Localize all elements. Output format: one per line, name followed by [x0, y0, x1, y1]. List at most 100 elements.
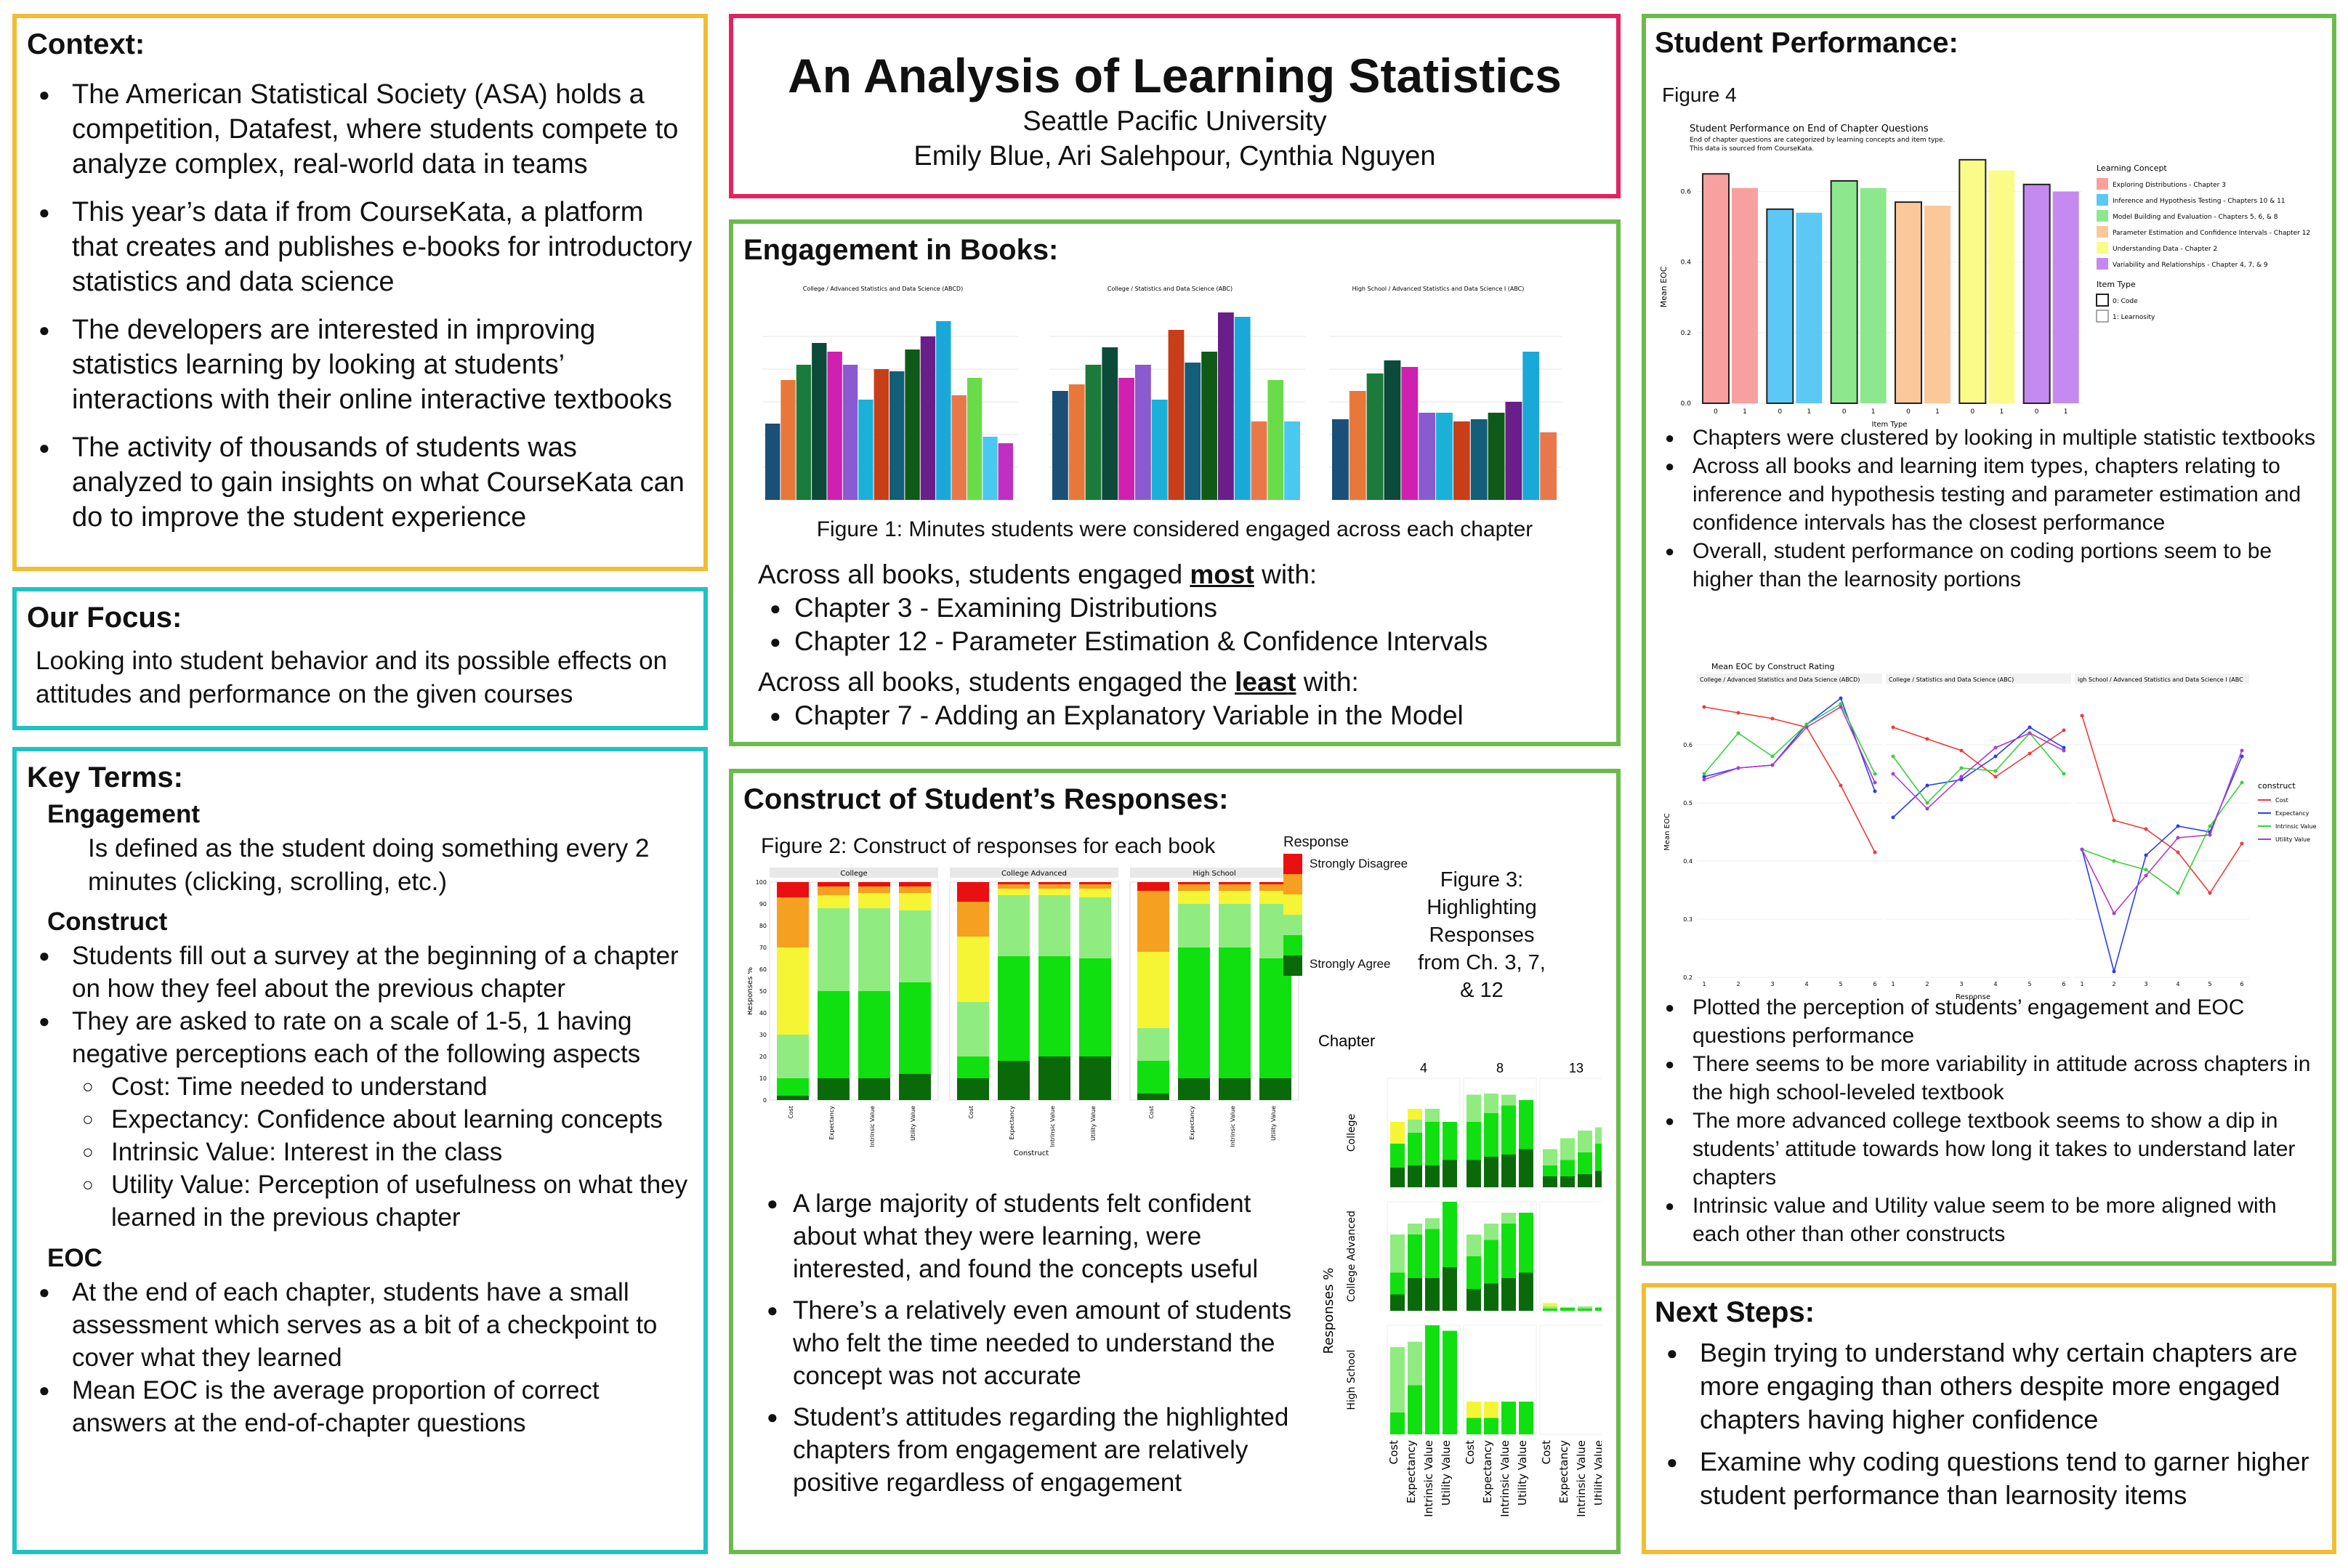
fig5-y-tick: 0.3: [1683, 916, 1693, 923]
row-label: College: [1346, 1114, 1357, 1152]
stack-segment: [899, 882, 931, 886]
stack-segment: [858, 908, 890, 991]
fig5-point: [2240, 748, 2244, 753]
fig3-segment: [1560, 1160, 1575, 1176]
fig4-legend-label: Model Building and Evaluation - Chapters…: [2113, 214, 2278, 221]
stack-segment: [777, 1096, 809, 1100]
eng-bar: [1151, 400, 1168, 500]
fig5-point: [1804, 725, 1809, 730]
fig5-point: [2062, 728, 2066, 732]
stack-segment: [957, 1078, 989, 1100]
fig3-segment: [1467, 1094, 1481, 1122]
next-steps-panel: Next Steps: Begin trying to understand w…: [1642, 1283, 2336, 1554]
fig5-point: [2080, 847, 2084, 852]
eng-bar: [951, 395, 967, 500]
fig3-segment: [1543, 1176, 1557, 1187]
fig3-segment: [1578, 1309, 1592, 1311]
eng-bar: [1118, 378, 1134, 500]
eng-bar: [1068, 384, 1085, 500]
eng-bar: [842, 365, 858, 500]
eng-bar: [1135, 365, 1151, 500]
highlight-chapters-chart: Chapter 4 8 13 College College Advanced High S…: [1318, 1032, 1602, 1517]
stack-segment: [998, 882, 1030, 884]
y-tick: 10: [759, 1075, 767, 1082]
fig3-y-label: Responses %: [1321, 1268, 1336, 1354]
eng-bar: [1332, 419, 1349, 500]
facet-label: High School: [1193, 870, 1235, 878]
construct-text-bullet: A large majority of students felt confid…: [755, 1187, 1307, 1285]
fig5-x-tick: 5: [2208, 981, 2211, 987]
stack-segment: [957, 937, 989, 1002]
construct-sub-item: Cost: Time needed to understand: [27, 1070, 693, 1103]
construct-tick: Utility Value: [910, 1106, 916, 1141]
fig3-segment: [1484, 1094, 1498, 1113]
most-word: most: [1190, 559, 1254, 589]
construct-tick: Utility Value: [1270, 1106, 1277, 1141]
stack-segment: [998, 1061, 1030, 1100]
performance-bullet: There seems to be more variability in at…: [1655, 1050, 2323, 1107]
fig5-title: Mean EOC by Construct Rating: [1711, 662, 1835, 671]
fig5-panel-title: College / Advanced Statistics and Data S…: [1700, 676, 1860, 683]
fig5-point: [1702, 705, 1706, 709]
fig5-point: [1925, 801, 1929, 805]
fig3-segment: [1443, 1330, 1457, 1434]
fig3-segment: [1408, 1385, 1422, 1434]
performance-bullets-1: Chapters were clustered by looking in mu…: [1655, 424, 2323, 594]
construct-sub-item: Intrinsic Value: Interest in the class: [27, 1136, 693, 1168]
title-panel: An Analysis of Learning Statistics Seatt…: [729, 14, 1621, 198]
fig3-segment: [1560, 1138, 1575, 1160]
fig5-y-label: Mean EOC: [1663, 813, 1671, 851]
fig3-segment: [1425, 1165, 1440, 1187]
fig3-segment: [1390, 1122, 1405, 1144]
fig5-point: [2062, 772, 2066, 776]
fig5-point: [1839, 702, 1843, 706]
eng-bar: [1453, 421, 1470, 500]
stack-segment: [1038, 884, 1070, 889]
fig5-point: [2208, 891, 2212, 895]
fig5-x-tick: 6: [2062, 981, 2065, 987]
context-bullet: The activity of thousands of students wa…: [27, 430, 693, 535]
focus-heading: Our Focus:: [27, 602, 182, 634]
eng-bar: [1085, 365, 1102, 500]
fig5-point: [2112, 818, 2116, 823]
fig3-segment: [1467, 1418, 1481, 1434]
fig4-x-tick: 1: [1743, 408, 1747, 416]
stack-segment: [818, 1078, 850, 1100]
fig5-x-tick: 1: [1702, 981, 1706, 987]
fig4-bar: [1895, 201, 1922, 405]
fig4-legend-swatch: [2097, 242, 2108, 254]
eng-bar: [796, 365, 812, 500]
stack-segment: [818, 886, 850, 895]
fig3-segment: [1595, 1307, 1602, 1311]
chapter-number: 4: [1420, 1061, 1427, 1075]
fig5-point: [2176, 891, 2180, 895]
eng-bar: [998, 443, 1013, 500]
fig3-segment: [1408, 1165, 1422, 1187]
stack-segment: [1178, 891, 1210, 904]
fig4-legend-label: Exploring Distributions - Chapter 3: [2113, 182, 2226, 189]
eng-bar: [1366, 373, 1384, 500]
fig3-segment: [1443, 1160, 1457, 1187]
fig3-segment: [1543, 1303, 1557, 1306]
fig5-point: [2080, 714, 2084, 718]
eng-bar: [1505, 402, 1522, 500]
fig3-segment: [1501, 1278, 1516, 1311]
chapter-label: Chapter: [1318, 1032, 1375, 1050]
fig5-series-line: [1703, 703, 1876, 775]
fig5-series-line: [1892, 727, 2065, 777]
engagement-definition: Is defined as the student doing somethin…: [88, 834, 650, 896]
fig5-series-line: [2081, 750, 2243, 915]
construct-sub-item: Utility Value: Perception of usefulness …: [27, 1168, 693, 1234]
fig5-y-tick: 0.6: [1683, 742, 1693, 748]
context-bullet: This year’s data if from CourseKata, a p…: [27, 195, 693, 299]
fig4-itemtype-label: 0: Code: [2113, 298, 2138, 305]
engagement-heading: Engagement in Books:: [743, 234, 1059, 266]
construct-text-bullet: There’s a relatively even amount of stud…: [755, 1294, 1307, 1392]
fig5-point: [1804, 722, 1809, 727]
construct-bullets: A large majority of students felt confid…: [755, 1187, 1307, 1508]
stack-segment: [1137, 882, 1169, 891]
eoc-bullet: At the end of each chapter, students hav…: [27, 1276, 693, 1374]
fig4-x-tick: 0: [1714, 408, 1718, 416]
fig5-point: [1770, 754, 1775, 759]
fig4-bar: [2022, 183, 2051, 404]
